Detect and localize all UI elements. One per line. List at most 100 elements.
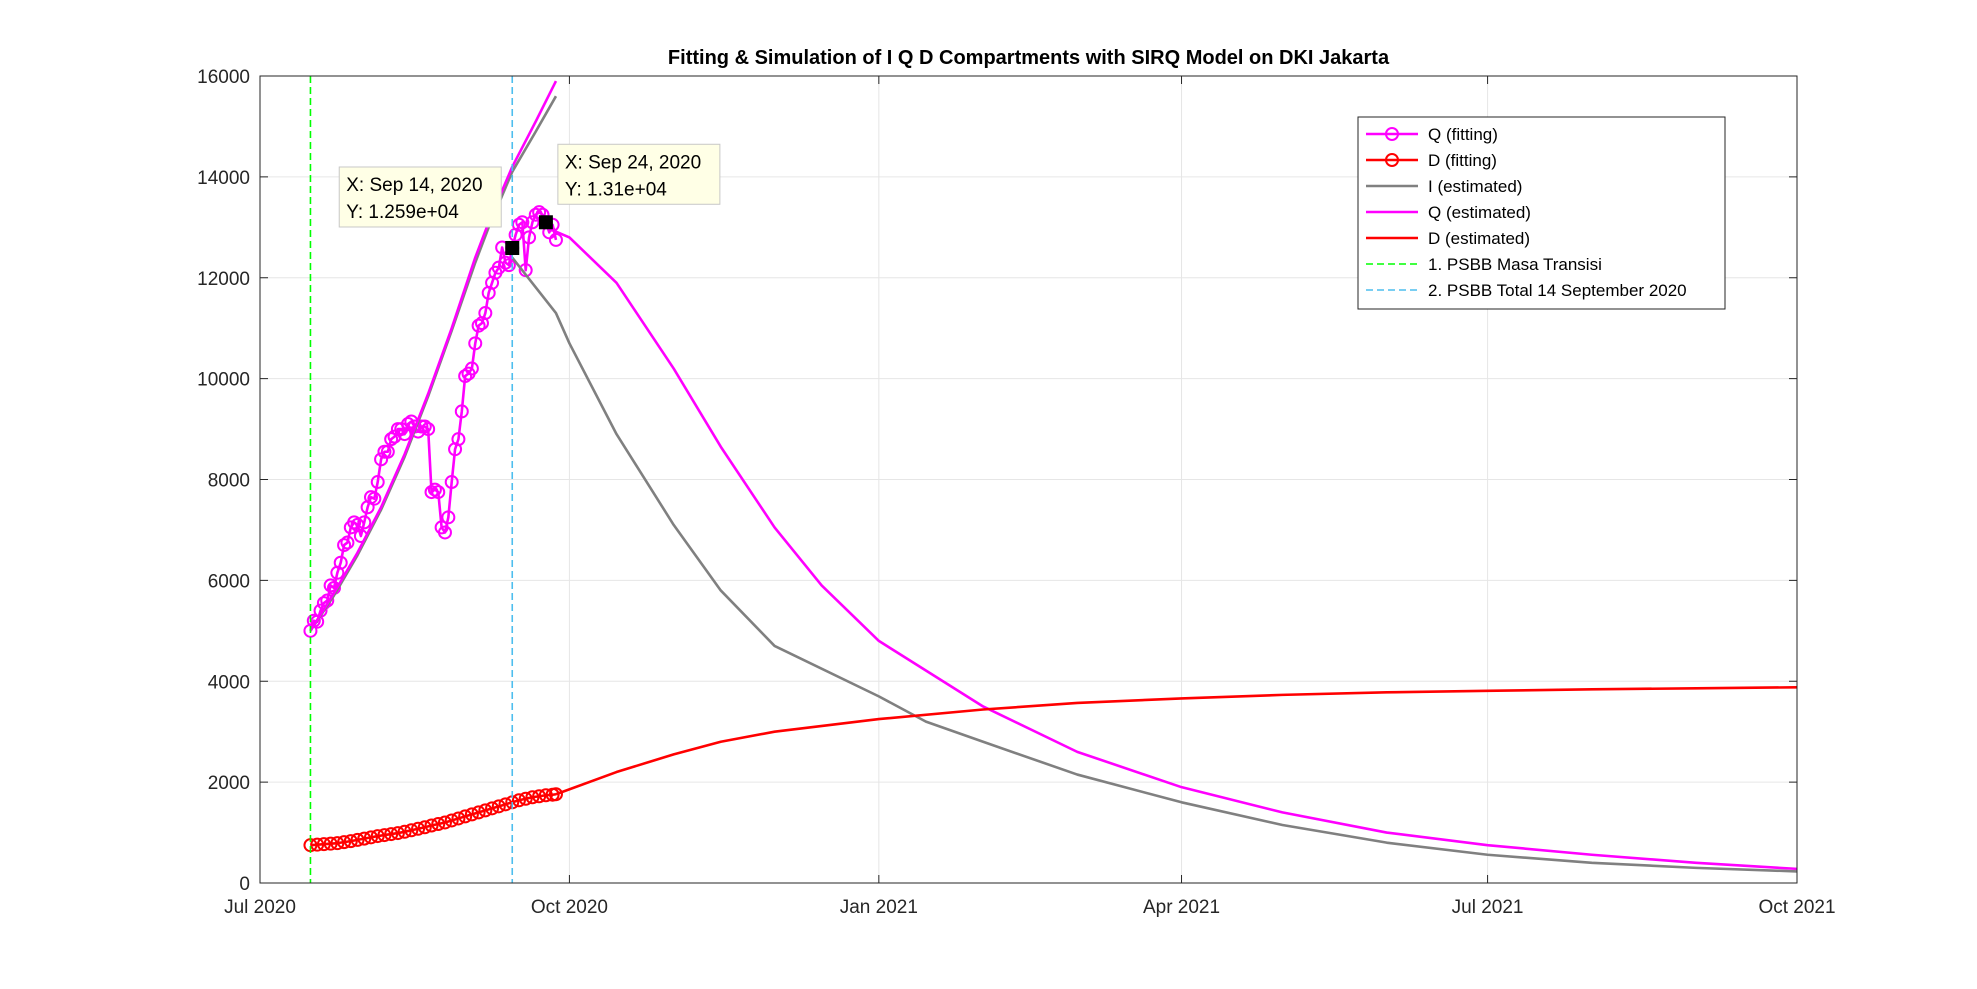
datatip-marker xyxy=(538,215,553,230)
d-fitting-marker xyxy=(424,818,439,833)
d-fitting-marker xyxy=(343,834,358,849)
q-fitting-marker xyxy=(478,306,493,321)
q-fitting-marker xyxy=(451,432,466,447)
chart-title: Fitting & Simulation of I Q D Compartmen… xyxy=(668,47,1390,69)
q-fitting-marker xyxy=(370,475,385,490)
datatip-box xyxy=(338,166,502,228)
y-tick-label: 12000 xyxy=(197,269,250,290)
legend-label: 1. PSBB Masa Transisi xyxy=(1428,255,1602,274)
d-fitting-marker xyxy=(390,826,405,841)
y-tick-label: 0 xyxy=(239,874,250,895)
legend-marker xyxy=(1385,153,1399,167)
datatip-text: Y: 1.259e+04 xyxy=(346,202,459,223)
q-fitting-marker xyxy=(333,555,348,570)
legend-label: Q (estimated) xyxy=(1428,203,1531,222)
q-fitting-marker xyxy=(528,207,543,222)
q-fitting-marker xyxy=(464,361,479,376)
d-fitting-marker xyxy=(330,836,345,851)
q-fitting-marker xyxy=(498,255,513,270)
d-fitting-marker xyxy=(518,791,533,806)
d-fitting-marker xyxy=(471,805,486,820)
y-tick-label: 10000 xyxy=(197,370,250,391)
x-tick-label: Jul 2020 xyxy=(224,897,296,918)
y-tick-label: 6000 xyxy=(208,571,250,592)
d-fitting-marker xyxy=(310,837,325,852)
legend-marker xyxy=(1385,127,1399,141)
datatip-text: X: Sep 24, 2020 xyxy=(565,152,701,173)
continuation-line xyxy=(545,226,1797,871)
plot-area: Jul 2020 Oct 2020 Jan 2021 Apr 2021 Jul 2021… xyxy=(197,67,1835,918)
d-fitting-marker xyxy=(451,811,466,826)
d-fitting-marker xyxy=(437,815,452,830)
q-fitting-marker xyxy=(421,422,436,437)
d-fitting-marker xyxy=(370,829,385,844)
legend-label: Q (fitting) xyxy=(1428,125,1498,144)
q-fitting-marker xyxy=(468,336,483,351)
y-tick-label: 16000 xyxy=(197,67,250,88)
x-tick-label: Oct 2020 xyxy=(531,897,608,918)
x-tick-label: Jul 2021 xyxy=(1452,897,1524,918)
q-fitting-marker xyxy=(337,538,352,553)
d-fitting-marker xyxy=(478,803,493,818)
d-fitting-marker xyxy=(444,813,459,828)
d-fitting-marker xyxy=(357,831,372,846)
datatip-box xyxy=(557,143,721,205)
q-fitting-marker xyxy=(525,215,540,230)
y-tick-label: 4000 xyxy=(208,672,250,693)
d-fitting-marker xyxy=(411,821,426,836)
d-fitting-marker xyxy=(323,836,338,851)
d-fitting-marker xyxy=(548,787,563,802)
q-fitting-marker xyxy=(367,491,382,506)
q-fitting-marker xyxy=(454,404,469,419)
q-fitting-marker xyxy=(501,258,516,273)
d-fitting-marker xyxy=(384,827,399,842)
d-fitting-marker xyxy=(417,820,432,835)
q-fitting-marker xyxy=(522,230,537,245)
y-tick-label: 14000 xyxy=(197,168,250,189)
q-fitting-marker xyxy=(384,432,399,447)
d-fitting-marker xyxy=(464,807,479,822)
d-fitting-marker xyxy=(377,828,392,843)
datatip-text: Y: 1.31e+04 xyxy=(565,179,667,200)
legend-label: D (estimated) xyxy=(1428,229,1530,248)
legend-label: D (fitting) xyxy=(1428,151,1497,170)
datatip-text: X: Sep 14, 2020 xyxy=(346,175,482,196)
d-fitting-marker xyxy=(538,788,553,803)
q-estimated-line xyxy=(309,80,558,632)
d-fitting-marker xyxy=(397,824,412,839)
x-tick-label: Apr 2021 xyxy=(1143,897,1220,918)
d-fitting-marker xyxy=(431,816,446,831)
d-fitting-marker xyxy=(491,799,506,814)
d-fitting-marker xyxy=(363,830,378,845)
x-tick-label: Jan 2021 xyxy=(840,897,918,918)
q-fitting-marker xyxy=(515,215,530,230)
q-fitting-marker xyxy=(380,444,395,459)
q-fitting-marker xyxy=(471,318,486,333)
q-fitting-marker xyxy=(441,510,456,525)
x-tick-label: Oct 2021 xyxy=(1758,897,1835,918)
d-fitting-marker xyxy=(350,832,365,847)
data-layer xyxy=(303,76,1797,883)
y-tick-label: 2000 xyxy=(208,773,250,794)
q-fitting-marker xyxy=(444,475,459,490)
d-fitting-marker xyxy=(458,809,473,824)
continuation-line xyxy=(511,256,1797,873)
legend-label: I (estimated) xyxy=(1428,177,1522,196)
d-fitting-marker xyxy=(404,823,419,838)
legend-label: 2. PSBB Total 14 September 2020 xyxy=(1428,281,1687,300)
legend-box xyxy=(1357,116,1726,310)
q-fitting-marker xyxy=(340,535,355,550)
d-fitting-marker xyxy=(485,801,500,816)
q-fitting-marker xyxy=(347,515,362,530)
q-fitting-marker xyxy=(437,525,452,540)
d-fitting-marker xyxy=(511,793,526,808)
d-fitting-marker xyxy=(316,837,331,852)
q-fitting-marker xyxy=(400,417,415,432)
d-fitting-marker xyxy=(525,790,540,805)
d-fitting-marker xyxy=(532,789,547,804)
q-fitting-marker xyxy=(431,485,446,500)
d-estimated-line xyxy=(555,686,1797,796)
d-fitting-marker xyxy=(337,835,352,850)
q-fitting-marker xyxy=(357,515,372,530)
q-fitting-marker xyxy=(548,232,563,247)
